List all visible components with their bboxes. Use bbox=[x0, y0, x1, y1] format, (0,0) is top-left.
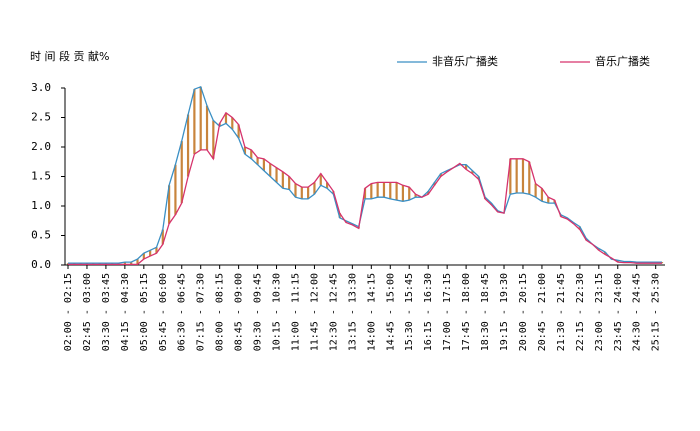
x-tick-label: 18:30 - 18:45 bbox=[480, 273, 491, 351]
y-tick-label: 1.5 bbox=[31, 170, 51, 183]
x-tick-label: 05:45 - 06:00 bbox=[158, 273, 169, 351]
x-tick-label: 04:15 - 04:30 bbox=[120, 273, 131, 351]
y-tick-label: 2.0 bbox=[31, 140, 51, 153]
series-line bbox=[68, 111, 662, 266]
x-tick-label: 25:15 - 25:30 bbox=[651, 273, 662, 351]
x-tick-label: 21:30 - 21:45 bbox=[556, 273, 567, 351]
y-tick-label: 1.0 bbox=[31, 199, 51, 212]
x-tick-label: 11:00 - 11:15 bbox=[290, 273, 301, 351]
x-tick-label: 23:45 - 24:00 bbox=[613, 273, 624, 351]
y-tick-label: 2.5 bbox=[31, 111, 51, 124]
y-tick-label: 3.0 bbox=[31, 81, 51, 94]
x-tick-label: 12:30 - 12:45 bbox=[328, 273, 339, 351]
chart-title: 时 间 段 贡 献% bbox=[30, 49, 109, 63]
x-tick-label: 05:00 - 05:15 bbox=[139, 273, 150, 351]
x-tick-label: 23:00 - 23:15 bbox=[594, 273, 605, 351]
x-tick-label: 10:15 - 10:30 bbox=[272, 273, 283, 351]
x-tick-label: 22:15 - 22:30 bbox=[575, 273, 586, 351]
legend-label: 音乐广播类 bbox=[595, 54, 650, 68]
y-tick-label: 0.5 bbox=[31, 229, 51, 242]
x-tick-label: 15:30 - 15:45 bbox=[404, 273, 415, 351]
x-tick-label: 17:00 - 17:15 bbox=[442, 273, 453, 351]
x-tick-label: 07:15 - 07:30 bbox=[196, 273, 207, 351]
x-tick-label: 02:45 - 03:00 bbox=[82, 273, 93, 351]
x-tick-label: 08:00 - 08:15 bbox=[215, 273, 226, 351]
x-tick-label: 19:15 - 19:30 bbox=[499, 273, 510, 351]
x-tick-label: 11:45 - 12:00 bbox=[309, 273, 320, 351]
series-line bbox=[68, 85, 662, 264]
x-tick-label: 24:30 - 24:45 bbox=[632, 273, 643, 351]
x-tick-label: 14:00 - 14:15 bbox=[366, 273, 377, 351]
legend-label: 非音乐广播类 bbox=[432, 54, 498, 68]
x-tick-label: 06:30 - 06:45 bbox=[177, 273, 188, 351]
x-tick-label: 09:30 - 09:45 bbox=[253, 273, 264, 351]
x-tick-label: 13:15 - 13:30 bbox=[347, 273, 358, 351]
x-tick-label: 20:00 - 20:15 bbox=[518, 273, 529, 351]
x-tick-label: 17:45 - 18:00 bbox=[461, 273, 472, 351]
x-tick-label: 03:30 - 03:45 bbox=[101, 273, 112, 351]
x-tick-label: 02:00 - 02:15 bbox=[63, 273, 74, 351]
x-tick-label: 14:45 - 15:00 bbox=[385, 273, 396, 351]
x-tick-label: 08:45 - 09:00 bbox=[234, 273, 245, 351]
y-tick-label: 0.0 bbox=[31, 258, 51, 271]
x-tick-label: 20:45 - 21:00 bbox=[537, 273, 548, 351]
x-tick-label: 16:15 - 16:30 bbox=[423, 273, 434, 351]
